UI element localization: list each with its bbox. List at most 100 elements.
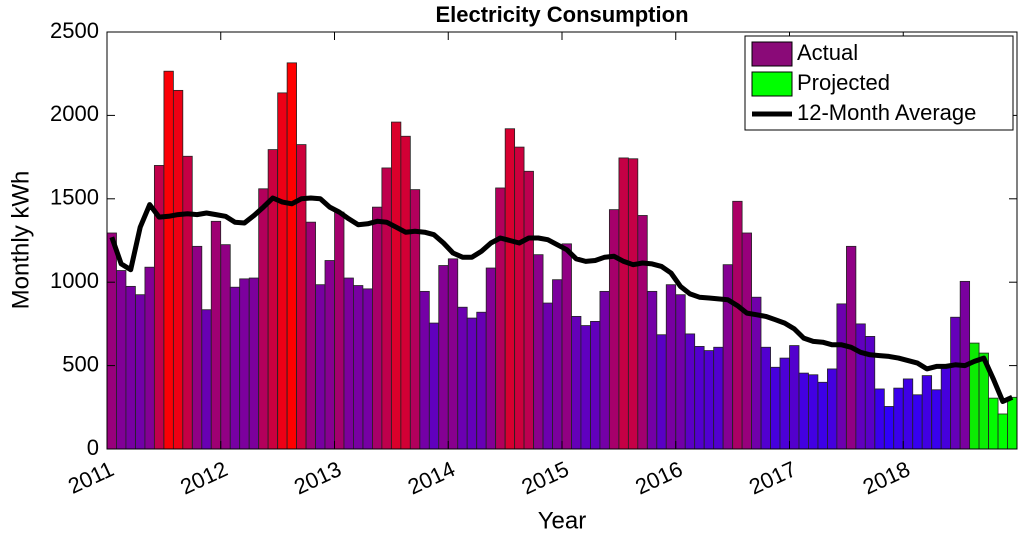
bar xyxy=(258,188,269,450)
bar xyxy=(542,302,553,450)
bar xyxy=(921,375,933,450)
bar xyxy=(637,215,648,450)
bar xyxy=(172,89,184,450)
bar xyxy=(760,346,771,450)
bar xyxy=(428,322,440,450)
legend: Actual Projected 12-Month Average xyxy=(744,35,1014,131)
bar xyxy=(400,135,411,450)
legend-swatch xyxy=(751,71,793,97)
bar xyxy=(798,372,809,450)
y-tick-label: 2500 xyxy=(50,18,99,43)
bar xyxy=(191,245,203,450)
bar xyxy=(940,366,952,450)
bar xyxy=(997,413,1008,450)
bar xyxy=(827,368,838,450)
bar xyxy=(163,70,174,450)
bar xyxy=(286,62,297,450)
bar xyxy=(315,284,326,450)
bar xyxy=(580,325,591,450)
bar xyxy=(210,220,222,450)
bar xyxy=(1007,396,1018,450)
bar xyxy=(694,346,705,450)
bar xyxy=(646,290,658,450)
bar xyxy=(533,254,544,450)
legend-label: Actual xyxy=(797,40,858,65)
bar xyxy=(248,277,260,450)
bar xyxy=(950,316,961,450)
bar xyxy=(239,278,250,450)
bar xyxy=(391,121,402,450)
bar xyxy=(201,309,212,450)
bar xyxy=(789,345,800,450)
bar xyxy=(343,277,354,450)
bar xyxy=(912,394,923,450)
bar xyxy=(372,206,383,450)
bar xyxy=(305,221,316,450)
bar xyxy=(409,189,421,450)
bar xyxy=(495,187,506,450)
bar xyxy=(599,290,610,450)
bar xyxy=(684,333,696,450)
y-tick-label: 2000 xyxy=(50,101,99,126)
bar xyxy=(466,317,478,450)
legend-label: 12-Month Average xyxy=(797,100,976,125)
bar xyxy=(135,294,146,450)
x-tick-label: 2011 xyxy=(64,456,117,499)
bar xyxy=(220,244,231,450)
bar xyxy=(125,285,136,450)
bar xyxy=(808,374,819,450)
x-tick-label: 2013 xyxy=(290,456,345,499)
bar xyxy=(419,290,430,450)
bar xyxy=(324,260,335,450)
bar xyxy=(751,296,762,450)
bar xyxy=(514,146,525,450)
bar xyxy=(722,264,733,450)
bar xyxy=(334,211,345,450)
x-tick-label: 2014 xyxy=(404,456,459,499)
bar xyxy=(447,258,459,450)
bar xyxy=(732,200,743,450)
bar xyxy=(627,158,639,450)
x-axis-label: Year xyxy=(538,507,587,534)
bar xyxy=(476,311,487,450)
bar xyxy=(381,167,392,450)
x-tick-label: 2015 xyxy=(518,456,573,499)
bar xyxy=(296,144,307,450)
bar xyxy=(485,267,497,450)
bar xyxy=(779,357,790,450)
bar xyxy=(106,232,117,450)
bar xyxy=(741,232,752,450)
x-tick-label: 2016 xyxy=(631,456,686,499)
bar xyxy=(902,378,914,450)
bar xyxy=(438,265,449,450)
bar xyxy=(552,279,563,450)
bar xyxy=(703,350,715,450)
bar xyxy=(144,266,155,450)
x-tick-label: 2018 xyxy=(859,456,914,499)
bar xyxy=(874,388,885,450)
bar xyxy=(457,306,468,450)
bar xyxy=(590,320,601,450)
x-tick-label: 2017 xyxy=(745,456,800,499)
bar xyxy=(362,288,373,450)
y-tick-label: 1000 xyxy=(50,268,99,293)
bar xyxy=(713,346,724,450)
bar xyxy=(836,303,847,450)
bar xyxy=(116,270,127,450)
x-tick-label: 2012 xyxy=(176,456,231,499)
chart-title: Electricity Consumption xyxy=(435,2,688,27)
bar xyxy=(665,284,677,450)
bar xyxy=(608,209,620,450)
y-tick-label: 0 xyxy=(87,435,99,460)
average-line xyxy=(109,195,1014,404)
bar xyxy=(988,397,999,450)
bar xyxy=(504,128,516,450)
bar xyxy=(571,315,582,450)
legend-label: Projected xyxy=(797,70,890,95)
bar xyxy=(277,92,288,450)
bar xyxy=(618,157,629,450)
y-axis-label: Monthly kWh xyxy=(7,171,34,310)
bar xyxy=(770,366,781,450)
legend-swatch xyxy=(751,41,793,67)
